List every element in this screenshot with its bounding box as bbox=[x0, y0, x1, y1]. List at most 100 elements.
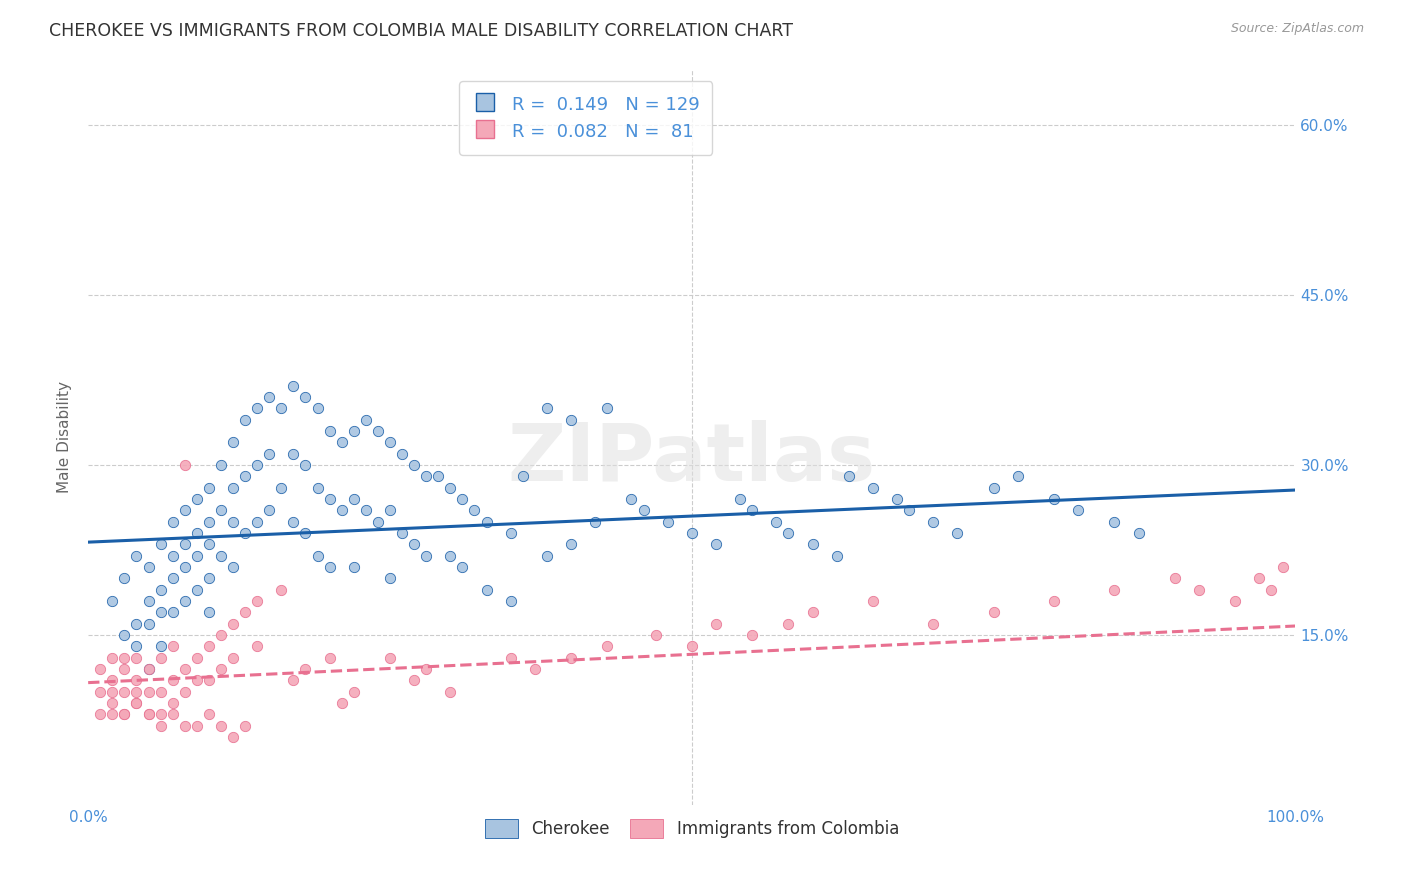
Point bbox=[1104, 582, 1126, 597]
Point bbox=[728, 492, 751, 507]
Point bbox=[367, 515, 389, 529]
Point bbox=[681, 640, 703, 654]
Point bbox=[427, 469, 450, 483]
Point bbox=[162, 606, 184, 620]
Point bbox=[112, 707, 135, 722]
Point bbox=[475, 515, 498, 529]
Point bbox=[209, 503, 232, 517]
Point bbox=[596, 640, 619, 654]
Point bbox=[801, 537, 824, 551]
Point bbox=[439, 549, 461, 563]
Point bbox=[138, 662, 160, 676]
Point bbox=[125, 616, 148, 631]
Point bbox=[198, 537, 221, 551]
Y-axis label: Male Disability: Male Disability bbox=[58, 381, 72, 492]
Point bbox=[765, 515, 787, 529]
Point bbox=[246, 594, 269, 608]
Point bbox=[246, 640, 269, 654]
Point bbox=[270, 582, 292, 597]
Point bbox=[354, 413, 377, 427]
Point bbox=[149, 707, 172, 722]
Point bbox=[246, 401, 269, 416]
Point bbox=[391, 447, 413, 461]
Point bbox=[101, 594, 124, 608]
Point bbox=[741, 503, 763, 517]
Point bbox=[125, 549, 148, 563]
Point bbox=[294, 390, 316, 404]
Point bbox=[222, 515, 245, 529]
Point bbox=[222, 650, 245, 665]
Point bbox=[922, 515, 945, 529]
Point bbox=[138, 594, 160, 608]
Point bbox=[596, 401, 619, 416]
Point bbox=[246, 515, 269, 529]
Point bbox=[318, 560, 340, 574]
Point bbox=[681, 526, 703, 541]
Point bbox=[1223, 594, 1246, 608]
Point bbox=[198, 606, 221, 620]
Point bbox=[112, 662, 135, 676]
Point bbox=[162, 696, 184, 710]
Point bbox=[1043, 594, 1066, 608]
Point bbox=[330, 696, 353, 710]
Point bbox=[343, 424, 366, 438]
Point bbox=[1128, 526, 1150, 541]
Point bbox=[983, 606, 1005, 620]
Point bbox=[101, 684, 124, 698]
Point bbox=[186, 650, 208, 665]
Point bbox=[112, 650, 135, 665]
Point bbox=[536, 549, 558, 563]
Point bbox=[125, 650, 148, 665]
Point bbox=[222, 435, 245, 450]
Point bbox=[391, 526, 413, 541]
Point bbox=[778, 526, 800, 541]
Point bbox=[415, 549, 437, 563]
Text: CHEROKEE VS IMMIGRANTS FROM COLOMBIA MALE DISABILITY CORRELATION CHART: CHEROKEE VS IMMIGRANTS FROM COLOMBIA MAL… bbox=[49, 22, 793, 40]
Point bbox=[378, 435, 401, 450]
Point bbox=[233, 413, 256, 427]
Point bbox=[1249, 571, 1271, 585]
Point bbox=[898, 503, 921, 517]
Point bbox=[741, 628, 763, 642]
Point bbox=[463, 503, 485, 517]
Point bbox=[1104, 515, 1126, 529]
Point bbox=[499, 594, 522, 608]
Point bbox=[330, 503, 353, 517]
Point bbox=[173, 560, 195, 574]
Point bbox=[294, 526, 316, 541]
Point bbox=[173, 594, 195, 608]
Point bbox=[257, 503, 280, 517]
Point bbox=[644, 628, 666, 642]
Point bbox=[125, 696, 148, 710]
Point bbox=[404, 537, 426, 551]
Point bbox=[499, 526, 522, 541]
Point bbox=[138, 684, 160, 698]
Point bbox=[233, 719, 256, 733]
Point bbox=[138, 662, 160, 676]
Point bbox=[523, 662, 546, 676]
Point bbox=[560, 537, 582, 551]
Point bbox=[173, 537, 195, 551]
Point bbox=[162, 673, 184, 688]
Point bbox=[778, 616, 800, 631]
Point bbox=[162, 707, 184, 722]
Point bbox=[101, 696, 124, 710]
Text: ZIPatlas: ZIPatlas bbox=[508, 420, 876, 498]
Point bbox=[198, 481, 221, 495]
Point bbox=[825, 549, 848, 563]
Point bbox=[415, 662, 437, 676]
Point bbox=[439, 481, 461, 495]
Point bbox=[1007, 469, 1029, 483]
Point bbox=[283, 673, 305, 688]
Point bbox=[149, 650, 172, 665]
Point bbox=[149, 719, 172, 733]
Point bbox=[343, 560, 366, 574]
Point bbox=[186, 673, 208, 688]
Point bbox=[209, 719, 232, 733]
Text: Source: ZipAtlas.com: Source: ZipAtlas.com bbox=[1230, 22, 1364, 36]
Point bbox=[209, 662, 232, 676]
Point bbox=[89, 662, 111, 676]
Point bbox=[1067, 503, 1090, 517]
Point bbox=[112, 571, 135, 585]
Point bbox=[1164, 571, 1187, 585]
